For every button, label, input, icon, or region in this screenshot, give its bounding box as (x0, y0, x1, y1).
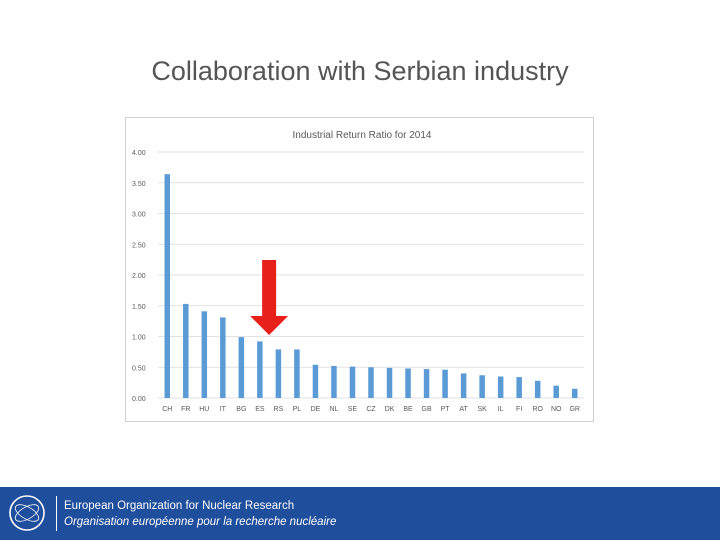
y-tick-label: 1.50 (132, 304, 146, 311)
gridlines (158, 151, 584, 399)
x-tick-label: PT (441, 406, 451, 413)
x-tick-label: DE (311, 406, 321, 413)
footer-bar: European Organization for Nuclear Resear… (0, 487, 720, 540)
chart-title: Industrial Return Ratio for 2014 (293, 130, 432, 141)
y-tick-label: 1.00 (132, 335, 146, 342)
x-tick-label: IL (498, 406, 504, 413)
y-tick-label: 4.00 (132, 150, 146, 157)
bar-il (497, 376, 504, 398)
bar-pt (442, 369, 448, 398)
bar-at (460, 373, 467, 398)
x-tick-label: SE (348, 406, 358, 413)
x-tick-label: SK (477, 406, 487, 413)
bar-es (257, 341, 263, 398)
x-tick-label: RS (274, 406, 284, 413)
y-tick-label: 2.50 (132, 242, 146, 249)
bar-cz (368, 367, 374, 398)
cern-logo-icon (9, 495, 45, 531)
y-tick-label: 0.50 (132, 365, 146, 372)
bar-ch (164, 174, 171, 398)
y-tick-label: 2.00 (132, 273, 146, 280)
highlight-arrow-group (250, 260, 289, 335)
bar-gb (423, 369, 430, 398)
bar-se (349, 366, 356, 398)
bar-no (553, 385, 559, 398)
bar-nl (331, 366, 337, 398)
x-tick-label: BE (403, 406, 413, 413)
org-name-english: European Organization for Nuclear Resear… (64, 500, 295, 512)
bar-bg (238, 337, 245, 398)
chart-frame: Industrial Return Ratio for 2014 0.00 0.5… (125, 117, 594, 422)
x-tick-label: GB (422, 406, 432, 413)
bar-it (220, 317, 226, 398)
bar-hu (201, 311, 208, 398)
y-tick-label: 3.00 (132, 212, 146, 219)
x-tick-label: ES (255, 406, 265, 413)
y-tick-label: 3.50 (132, 181, 146, 188)
footer-divider (56, 496, 57, 531)
x-axis-ticks: CH FR HU IT BG ES RS PL DE NL SE CZ DK BE GB PT AT SK IL FI… (162, 406, 580, 413)
x-tick-label: GR (569, 406, 580, 413)
bar-gr (571, 388, 578, 398)
x-tick-label: CH (162, 406, 172, 413)
bars (164, 174, 578, 398)
x-tick-label: CZ (366, 406, 376, 413)
bar-chart: Industrial Return Ratio for 2014 0.00 0.5… (132, 130, 584, 413)
bar-ro (534, 380, 541, 398)
bar-be (405, 368, 411, 398)
bar-sk (479, 375, 485, 398)
slide-title: Collaboration with Serbian industry (151, 56, 569, 86)
bar-fi (516, 377, 522, 398)
y-axis-ticks: 0.00 0.50 1.00 1.50 2.00 2.50 3.00 3.50 4.00 (132, 150, 146, 403)
bar-pl (294, 349, 300, 398)
x-tick-label: NO (551, 406, 562, 413)
bar-dk (386, 367, 393, 398)
x-tick-label: RO (532, 406, 543, 413)
x-tick-label: FR (181, 406, 190, 413)
bar-de (312, 364, 319, 398)
bar-rs (275, 349, 282, 398)
x-tick-label: HU (199, 406, 209, 413)
y-tick-label: 0.00 (132, 396, 146, 403)
x-tick-label: DK (385, 406, 395, 413)
x-tick-label: FI (516, 406, 522, 413)
highlight-arrow (250, 260, 289, 335)
org-name-french: Organisation européenne pour la recherch… (64, 516, 337, 528)
bar-fr (183, 303, 189, 398)
x-tick-label: IT (220, 406, 227, 413)
x-tick-label: PL (293, 406, 302, 413)
x-tick-label: BG (236, 406, 246, 413)
x-tick-label: AT (459, 406, 468, 413)
x-tick-label: NL (329, 406, 338, 413)
